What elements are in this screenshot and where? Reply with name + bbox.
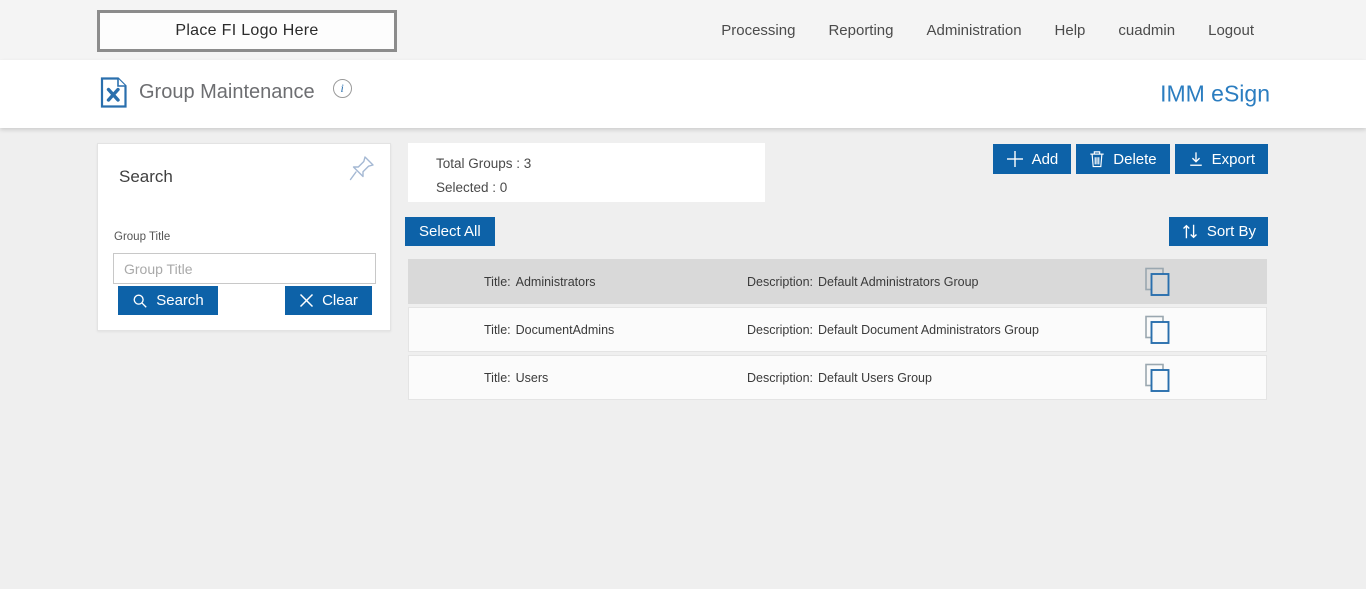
delete-button[interactable]: Delete <box>1076 144 1170 174</box>
trash-icon <box>1090 151 1104 168</box>
sort-by-button[interactable]: Sort By <box>1168 217 1268 246</box>
row-title-cell: Title: Users <box>484 371 548 385</box>
group-title-label: Group Title <box>114 231 171 243</box>
page-header: Group Maintenance i IMM eSign <box>0 60 1366 128</box>
summary-box: Total Groups : 3 Selected : 0 <box>408 143 765 202</box>
download-icon <box>1189 152 1202 166</box>
clear-x-icon <box>300 293 314 308</box>
clear-button-label: Clear <box>322 292 358 309</box>
plus-icon <box>1006 151 1023 167</box>
group-title-input[interactable] <box>113 253 376 284</box>
row-title-label: Title: <box>484 274 511 289</box>
group-row[interactable]: Title: Administrators Description: Default… <box>408 259 1267 304</box>
sort-arrows-icon <box>1182 224 1197 239</box>
group-maintenance-icon <box>100 77 127 108</box>
row-title-cell: Title: Administrators <box>484 275 596 289</box>
row-title-cell: Title: DocumentAdmins <box>484 323 614 337</box>
top-bar: Place FI Logo Here Processing Reporting Ad… <box>0 0 1366 60</box>
copy-group-icon[interactable] <box>1143 266 1173 298</box>
select-all-label: Select All <box>419 223 481 240</box>
add-button[interactable]: Add <box>992 144 1072 174</box>
row-description-label: Description: <box>747 274 813 289</box>
row-description-cell: Description: Default Administrators Group <box>747 275 979 289</box>
search-button-label: Search <box>156 292 204 309</box>
brand-logo: IMM eSign <box>1160 80 1270 107</box>
export-button-label: Export <box>1211 150 1255 168</box>
sort-by-label: Sort By <box>1206 223 1256 240</box>
nav-item-administration[interactable]: Administration <box>926 21 1022 39</box>
group-row[interactable]: Title: Users Description: Default Users Gr… <box>408 355 1267 400</box>
nav-item-logout[interactable]: Logout <box>1208 21 1254 39</box>
group-list: Title: Administrators Description: Default… <box>408 259 1267 403</box>
copy-group-icon[interactable] <box>1143 314 1173 346</box>
search-button[interactable]: Search <box>118 286 218 315</box>
delete-button-label: Delete <box>1113 150 1157 168</box>
page-title: Group Maintenance <box>139 81 315 103</box>
nav-item-help[interactable]: Help <box>1054 21 1086 39</box>
row-title-value: Administrators <box>515 274 596 289</box>
select-all-button[interactable]: Select All <box>405 217 495 246</box>
selected-count-text: Selected : 0 <box>436 180 508 195</box>
search-panel: Search Group Title Search Clear <box>97 143 391 331</box>
clear-button[interactable]: Clear <box>285 286 372 315</box>
top-nav: Processing Reporting Administration Help cua… <box>721 0 1254 60</box>
main-content: Search Group Title Search Clear Total Gr… <box>0 128 1366 589</box>
row-description-cell: Description: Default Users Group <box>747 371 932 385</box>
row-title-label: Title: <box>484 370 511 385</box>
fi-logo-text: Place FI Logo Here <box>175 22 319 39</box>
search-icon <box>133 294 147 308</box>
total-groups-text: Total Groups : 3 <box>436 156 532 171</box>
nav-item-processing[interactable]: Processing <box>721 21 796 39</box>
pin-icon[interactable] <box>348 154 376 182</box>
row-description-label: Description: <box>747 370 813 385</box>
row-title-value: Users <box>515 370 549 385</box>
nav-item-reporting[interactable]: Reporting <box>828 21 894 39</box>
action-toolbar: Add Delete Export <box>992 144 1268 174</box>
row-description-cell: Description: Default Document Administrat… <box>747 323 1039 337</box>
row-description-value: Default Document Administrators Group <box>818 322 1039 337</box>
row-title-value: DocumentAdmins <box>515 322 615 337</box>
group-row[interactable]: Title: DocumentAdmins Description: Default… <box>408 307 1267 352</box>
copy-group-icon[interactable] <box>1143 362 1173 394</box>
nav-item-cuadmin[interactable]: cuadmin <box>1118 21 1176 39</box>
row-description-value: Default Administrators Group <box>818 274 979 289</box>
fi-logo-placeholder: Place FI Logo Here <box>97 10 397 52</box>
add-button-label: Add <box>1031 150 1059 168</box>
info-icon[interactable]: i <box>332 79 352 98</box>
row-description-value: Default Users Group <box>818 370 932 385</box>
row-description-label: Description: <box>747 322 813 337</box>
search-panel-title: Search <box>119 167 173 186</box>
export-button[interactable]: Export <box>1174 144 1268 174</box>
row-title-label: Title: <box>484 322 511 337</box>
